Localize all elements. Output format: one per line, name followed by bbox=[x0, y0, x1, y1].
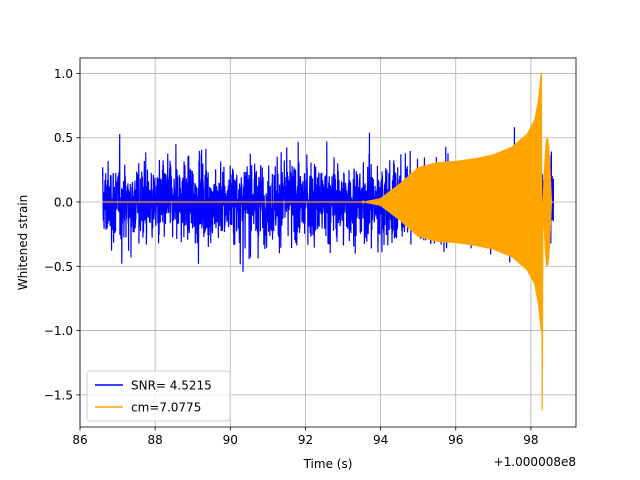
x-tick-label: 96 bbox=[448, 433, 463, 447]
plot-frame bbox=[79, 57, 577, 428]
series-layer bbox=[101, 73, 555, 411]
x-tick-label: 90 bbox=[223, 433, 238, 447]
y-tick-label: −1.0 bbox=[44, 324, 73, 338]
legend-box bbox=[86, 370, 231, 422]
x-offset-label: +1.000008e8 bbox=[494, 455, 576, 469]
x-tick-label: 94 bbox=[373, 433, 388, 447]
x-axis: 86 88 90 92 94 96 98 bbox=[72, 427, 539, 447]
x-axis-label: Time (s) bbox=[303, 457, 353, 471]
y-tick-label: −1.5 bbox=[44, 388, 73, 402]
legend-label-cm: cm=7.0775 bbox=[131, 401, 201, 415]
y-axis: −1.5 −1.0 −0.5 0.0 0.5 1.0 bbox=[44, 67, 80, 402]
x-tick-label: 88 bbox=[148, 433, 163, 447]
y-tick-label: 0.0 bbox=[54, 196, 73, 210]
y-tick-label: 0.5 bbox=[54, 131, 73, 145]
x-tick-label: 98 bbox=[523, 433, 538, 447]
series-cm-line bbox=[102, 73, 554, 411]
y-tick-label: −0.5 bbox=[44, 260, 73, 274]
legend: SNR= 4.5215 cm=7.0775 bbox=[86, 370, 231, 422]
x-tick-label: 92 bbox=[298, 433, 313, 447]
x-tick-label: 86 bbox=[72, 433, 87, 447]
y-axis-label: Whitened strain bbox=[16, 195, 30, 291]
legend-label-snr: SNR= 4.5215 bbox=[131, 379, 212, 393]
y-tick-label: 1.0 bbox=[54, 67, 73, 81]
